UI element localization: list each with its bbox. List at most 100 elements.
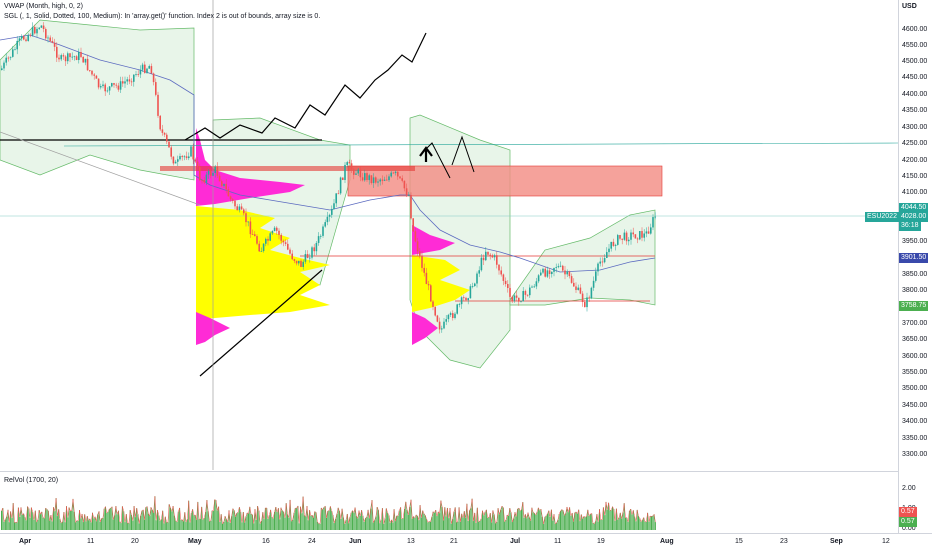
candle-body bbox=[548, 270, 551, 275]
relvol-bar bbox=[190, 513, 192, 530]
candle-body bbox=[474, 283, 476, 286]
candle-body bbox=[399, 176, 401, 179]
relvol-bar bbox=[384, 518, 386, 530]
relvol-bar bbox=[410, 499, 412, 530]
price-tick: 4300.00 bbox=[902, 124, 928, 131]
candle-body bbox=[388, 176, 390, 181]
relvol-bar bbox=[157, 510, 158, 530]
relvol-bar bbox=[225, 519, 227, 530]
price-tick: 4100.00 bbox=[902, 189, 928, 196]
relvol-bar bbox=[383, 523, 385, 530]
candle-body bbox=[119, 81, 122, 90]
relvol-bar bbox=[173, 515, 175, 530]
candle-body bbox=[346, 162, 348, 165]
relvol-bar bbox=[203, 518, 205, 530]
relvol-bar bbox=[145, 507, 147, 530]
price-tick: 3850.00 bbox=[902, 271, 928, 278]
candle-body bbox=[278, 230, 280, 235]
candle-body bbox=[331, 209, 333, 215]
price-chart[interactable] bbox=[0, 0, 898, 470]
relvol-bar bbox=[387, 512, 389, 530]
candle-body bbox=[403, 180, 406, 189]
relvol-bar bbox=[222, 523, 223, 530]
candle-body bbox=[155, 82, 157, 95]
time-axis[interactable]: Apr 11 20 May 16 24 Jun 13 21 Jul 11 19 Aug 15 23 Sep 12 bbox=[0, 533, 932, 551]
candle-body bbox=[45, 29, 47, 39]
candle-body bbox=[185, 156, 188, 159]
relvol-bar bbox=[305, 516, 307, 530]
relvol-indicator-label[interactable]: RelVol (1700, 20) bbox=[4, 477, 59, 484]
candle-body bbox=[449, 313, 452, 315]
candle-body bbox=[276, 227, 278, 231]
candle-body bbox=[254, 234, 256, 237]
relvol-pane[interactable]: RelVol (1700, 20) bbox=[0, 471, 898, 534]
symbol-badge[interactable]: ESU2022 bbox=[865, 212, 899, 222]
price-axis[interactable]: USD 4600.00 4550.00 4500.00 4450.00 4400.00 4… bbox=[898, 0, 932, 533]
relvol-bar bbox=[547, 513, 548, 530]
relvol-bar bbox=[652, 515, 654, 530]
candle-body bbox=[623, 232, 626, 240]
candle-body bbox=[652, 217, 654, 228]
candle-body bbox=[36, 28, 38, 34]
relvol-bar bbox=[251, 514, 253, 530]
candle-body bbox=[168, 141, 170, 148]
relvol-bar bbox=[59, 519, 61, 530]
relvol-bar bbox=[323, 507, 325, 530]
candle-body bbox=[269, 233, 271, 241]
relvol-bar bbox=[615, 508, 617, 530]
relvol-bar bbox=[259, 523, 261, 530]
price-chart-pane[interactable]: VWAP (Month, high, 0, 2) SGL (, 1, Solid… bbox=[0, 0, 898, 470]
relvol-bar bbox=[218, 506, 220, 530]
candle-body bbox=[383, 179, 386, 181]
relvol-bar bbox=[355, 516, 357, 530]
candle-body bbox=[58, 57, 60, 60]
sgl-indicator-label[interactable]: SGL (, 1, Solid, Dotted, 100, Medium): I… bbox=[4, 13, 321, 20]
candle-body bbox=[471, 285, 474, 287]
relvol-bar bbox=[267, 518, 269, 530]
candle-body bbox=[397, 171, 399, 177]
relvol-bar bbox=[391, 519, 392, 530]
relvol-bar bbox=[115, 506, 117, 530]
relvol-bar bbox=[566, 506, 568, 530]
candle-body bbox=[14, 49, 16, 51]
relvol-bar bbox=[301, 513, 303, 530]
relvol-bar bbox=[80, 518, 82, 530]
relvol-chart bbox=[1, 496, 656, 530]
relvol-bar bbox=[124, 522, 126, 530]
candle-body bbox=[610, 241, 612, 249]
relvol-bar bbox=[6, 516, 8, 530]
candle-body bbox=[12, 49, 14, 57]
relvol-bar bbox=[368, 518, 370, 530]
relvol-bar bbox=[19, 516, 21, 530]
relvol-bar bbox=[146, 506, 148, 530]
relvol-bar bbox=[653, 514, 655, 530]
price-tick: 3400.00 bbox=[902, 418, 928, 425]
candle-body bbox=[361, 177, 364, 181]
relvol-bar bbox=[137, 514, 139, 530]
relvol-bar bbox=[179, 507, 181, 530]
candle-body bbox=[357, 169, 359, 174]
relvol-bar bbox=[196, 520, 197, 530]
relvol-bar bbox=[480, 518, 482, 530]
candle-body bbox=[515, 295, 518, 298]
candle-body bbox=[152, 73, 155, 83]
relvol-bar bbox=[233, 510, 235, 530]
relvol-bar bbox=[231, 516, 233, 530]
relvol-bar bbox=[608, 502, 610, 530]
candle-body bbox=[106, 90, 109, 92]
vwap-indicator-label[interactable]: VWAP (Month, high, 0, 2) bbox=[4, 3, 83, 10]
relvol-bar bbox=[491, 522, 493, 530]
candle-body bbox=[60, 55, 62, 60]
candle-body bbox=[335, 193, 337, 204]
relvol-bar bbox=[69, 510, 71, 530]
candle-body bbox=[51, 40, 54, 43]
candle-body bbox=[104, 84, 106, 92]
candle-body bbox=[447, 314, 450, 320]
relvol-bar bbox=[396, 515, 398, 530]
relvol-bar bbox=[23, 513, 25, 530]
relvol-bar bbox=[430, 521, 431, 530]
candle-body bbox=[267, 238, 269, 241]
relvol-bar bbox=[602, 507, 604, 530]
relvol-bar bbox=[110, 508, 112, 530]
candle-body bbox=[500, 270, 502, 275]
